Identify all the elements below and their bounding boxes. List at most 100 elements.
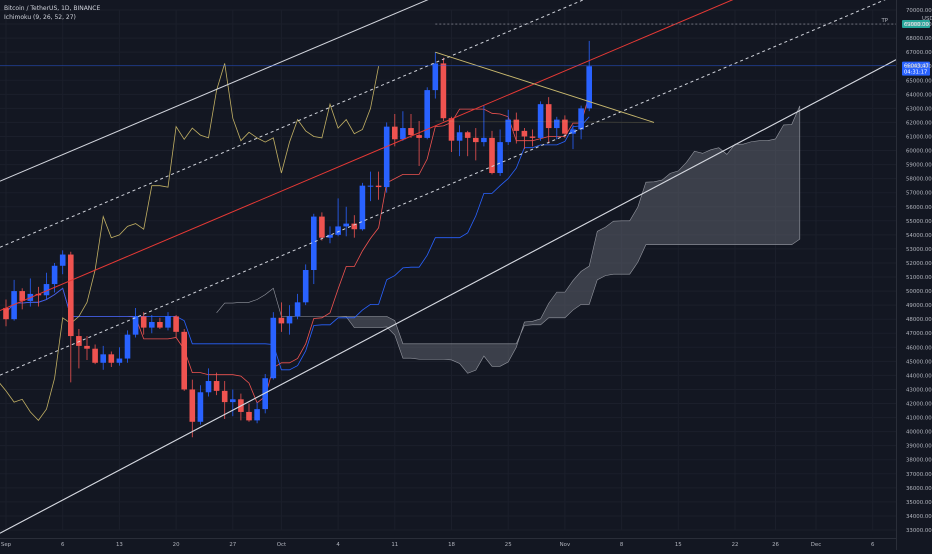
time-axis-label: 26 [772,542,779,548]
candle-body[interactable] [140,316,147,328]
candle-body[interactable] [230,399,236,403]
price-axis-label: 37000.00 [906,472,932,478]
candle-body[interactable] [43,284,50,296]
candle-body[interactable] [464,132,471,138]
candle-body[interactable] [351,223,358,230]
candle-body[interactable] [173,316,179,332]
candle-body[interactable] [562,119,568,134]
candle-body[interactable] [383,126,390,188]
candle-body[interactable] [124,334,131,359]
candle-body[interactable] [359,185,366,230]
candle-body[interactable] [108,354,115,363]
candle-body[interactable] [302,270,309,303]
indicator-title: Ichimoku (9, 26, 52, 27) [4,14,76,21]
price-axis-label: 58000.00 [906,177,932,183]
candle-body[interactable] [59,254,66,266]
candle-body[interactable] [213,381,220,391]
price-axis-label: 56000.00 [906,205,932,211]
candle-body[interactable] [11,291,17,320]
channel-lower-dup [0,59,897,534]
candle-body[interactable] [408,128,414,136]
candle-body[interactable] [335,226,341,235]
price-axis-label: 52000.00 [906,261,932,267]
candle-body[interactable] [100,354,106,363]
candle-body[interactable] [432,63,439,91]
symbol-title: Bitcoin / TetherUS, 1D, BINANCE [4,5,101,12]
chart-legend: Bitcoin / TetherUS, 1D, BINANCE Ichimoku… [4,4,100,22]
candle-body[interactable] [84,345,90,349]
price-axis-label: 45000.00 [906,359,932,365]
candle-body[interactable] [157,322,163,328]
candle-body[interactable] [319,216,325,238]
tp-price-label: 69000.00 [904,22,929,28]
last-price-box [902,61,930,76]
candle-body[interactable] [221,390,228,403]
candle-body[interactable] [505,119,511,143]
candle-body[interactable] [197,392,204,422]
candle-body[interactable] [3,307,9,320]
candle-body[interactable] [570,129,576,134]
candle-body[interactable] [545,104,552,129]
candle-body[interactable] [537,104,544,138]
candle-body[interactable] [521,130,528,137]
candle-body[interactable] [416,135,422,138]
candle-body[interactable] [165,316,171,328]
candle-body[interactable] [367,185,374,187]
candle-body[interactable] [92,348,98,363]
candle-body[interactable] [246,411,252,421]
candle-body[interactable] [513,119,520,131]
triangle-upper [435,51,655,123]
candle-body[interactable] [149,322,155,328]
candle-body[interactable] [51,265,58,285]
candle-body[interactable] [76,336,82,346]
price-axis-label: 34000.00 [906,514,932,520]
candle-body[interactable] [448,118,455,141]
countdown-label: 04:31:17 [904,70,927,76]
price-axis-label: 65000.00 [906,78,932,84]
channel-dashed-lower [0,0,886,376]
price-axis-label: 44000.00 [906,373,932,379]
price-axis-label: 66000.00 [906,64,932,70]
price-axis-label: 49000.00 [906,303,932,309]
candle-body[interactable] [400,128,406,140]
candle-body[interactable] [270,317,277,379]
candle-body[interactable] [278,317,285,324]
candle-body[interactable] [481,137,487,143]
price-axis-label: 64000.00 [906,92,932,98]
candle-body[interactable] [294,302,301,317]
candle-body[interactable] [262,378,268,410]
candle-body[interactable] [311,216,317,270]
candle-body[interactable] [554,119,560,129]
candle-body[interactable] [286,316,293,324]
last-price-label: 66043.47 [904,64,929,70]
candle-body[interactable] [456,132,463,141]
time-axis-label: Dec [811,542,821,548]
candle-body[interactable] [586,66,592,109]
price-axis-label: 33000.00 [906,528,932,534]
candle-body[interactable] [392,126,398,140]
price-axis-label: 54000.00 [906,233,932,239]
candle-body[interactable] [375,185,382,188]
candle-body[interactable] [254,409,260,421]
candle-body[interactable] [473,137,479,143]
candle-body[interactable] [440,63,447,119]
tp-price-box [902,20,930,29]
candle-body[interactable] [68,254,74,337]
candle-body[interactable] [578,108,584,130]
candle-body[interactable] [19,291,25,301]
candle-body[interactable] [327,234,333,238]
candle-body[interactable] [529,136,536,138]
candle-body[interactable] [132,316,139,335]
price-axis-label: 36000.00 [906,486,932,492]
candle-body[interactable] [343,223,349,227]
candle-body[interactable] [424,90,430,138]
candle-body[interactable] [189,389,196,422]
candle-body[interactable] [489,137,495,174]
candle-body[interactable] [116,358,123,363]
candle-body[interactable] [205,381,212,393]
candle-body[interactable] [181,331,187,390]
time-axis-label: 6 [871,542,875,548]
candle-body[interactable] [497,142,503,174]
